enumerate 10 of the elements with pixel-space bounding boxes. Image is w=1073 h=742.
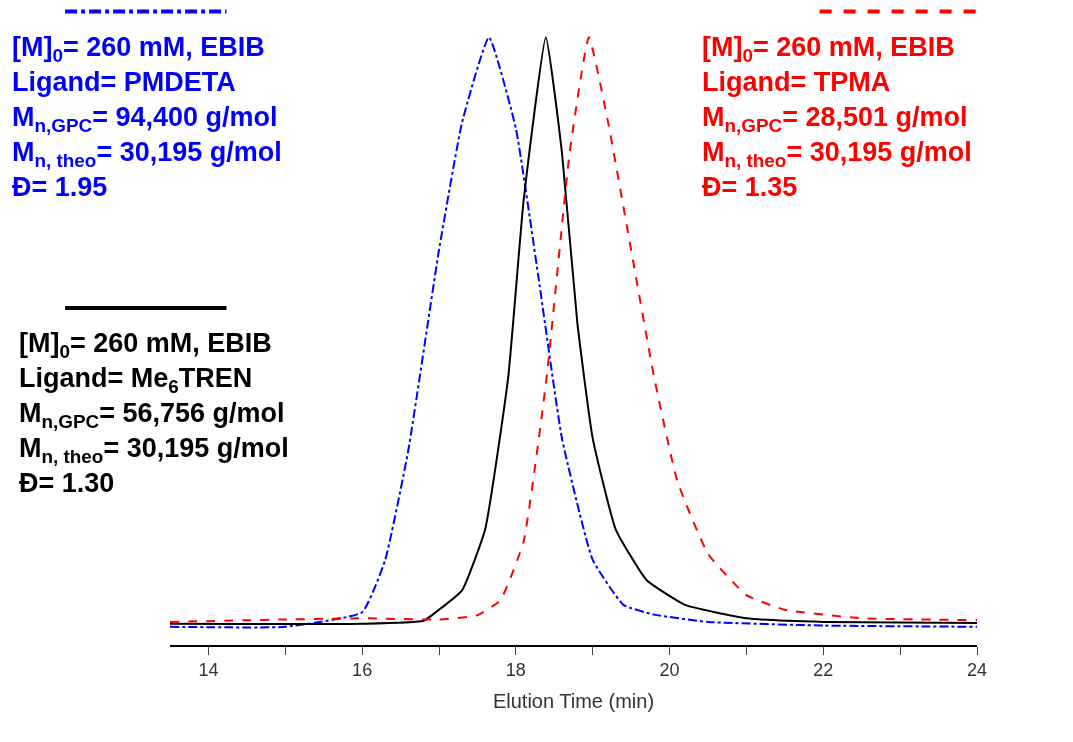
x-tick-label: 14 — [198, 660, 219, 681]
x-axis-title: Elution Time (min) — [492, 690, 655, 713]
x-tick-label: 24 — [966, 660, 988, 681]
x-tick-label: 18 — [505, 660, 526, 681]
x-tick-label: 16 — [352, 660, 373, 681]
text: [M]$_{0}$= 260 mM, EBIB Ligand= Me$_{6}$TREN M$_{n,GPC}$= 56,756 g/mol M$_{n, theo}$= 30,195 g/mol Đ= 1.30 — [19, 328, 289, 499]
text: [M]$_{0}$= 260 mM, EBIB Ligand= PMDETA M$_{n,GPC}$= 94,400 g/mol M$_{n, theo}$= 30,195 g/mol Đ= 1.95 — [12, 32, 282, 203]
x-tick-label: 20 — [659, 660, 680, 681]
x-tick-label: 22 — [813, 660, 834, 681]
text: [M]$_{0}$= 260 mM, EBIB Ligand= TPMA M$_{n,GPC}$= 28,501 g/mol M$_{n, theo}$= 30,195 g/mol Đ= 1.35 — [702, 32, 972, 203]
